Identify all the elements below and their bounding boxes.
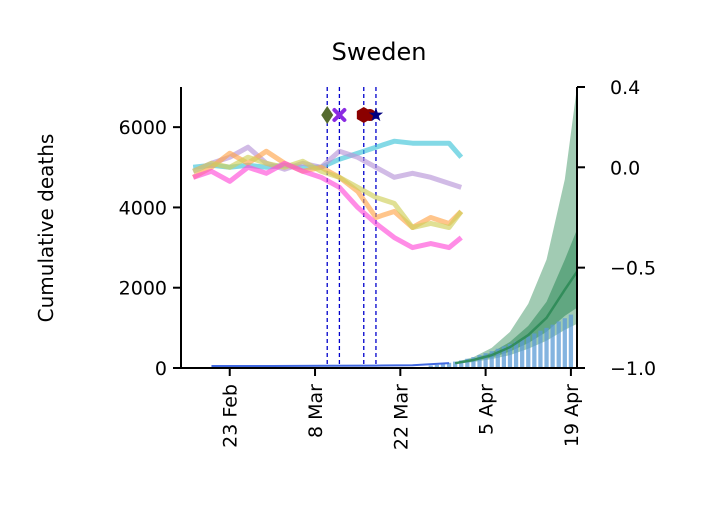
observed-deaths-bars bbox=[428, 314, 574, 368]
intervention-marker-cross bbox=[332, 108, 347, 122]
mobility-line bbox=[192, 144, 463, 190]
observed-death-bar bbox=[428, 365, 433, 368]
observed-death-bar bbox=[544, 327, 549, 368]
y-tick-label: 4000 bbox=[119, 197, 167, 219]
observed-death-bar bbox=[538, 330, 543, 368]
x-tick-label: 5 Apr bbox=[476, 384, 498, 435]
intervention-marker-star bbox=[368, 107, 384, 122]
observed-death-bar bbox=[446, 362, 452, 368]
observed-death-bar bbox=[513, 341, 519, 368]
axes: 0 2000 4000 6000 0.4 0.0 −0.5 −1.0 23 Feb 8 Mar 22… bbox=[119, 77, 657, 450]
observed-death-bar bbox=[453, 361, 458, 368]
observed-death-bar bbox=[526, 336, 531, 368]
intervention-lines bbox=[326, 87, 377, 368]
observed-death-bar bbox=[477, 355, 482, 368]
observed-death-bar bbox=[459, 360, 464, 368]
x-tick-label: 23 Feb bbox=[220, 384, 242, 448]
y-tick-label: 6000 bbox=[119, 117, 167, 139]
mobility-line bbox=[192, 154, 464, 230]
observed-death-bar bbox=[568, 314, 574, 368]
observed-death-bar bbox=[495, 348, 500, 368]
y2-tick-label: −1.0 bbox=[610, 358, 656, 380]
y2-tick-label: −0.5 bbox=[610, 258, 656, 280]
mobility-line bbox=[192, 138, 464, 170]
model_fit-line bbox=[211, 362, 450, 367]
cross-stroke bbox=[332, 108, 347, 122]
mobility-line bbox=[192, 160, 463, 251]
forecast-line bbox=[454, 270, 579, 365]
y-tick-label: 0 bbox=[155, 358, 167, 380]
observed-death-bar bbox=[489, 351, 494, 368]
series-lines bbox=[191, 138, 579, 367]
x-tick-label: 8 Mar bbox=[305, 384, 327, 438]
y-axis-label: Cumulative deaths bbox=[34, 134, 58, 323]
x-tick-label: 22 Mar bbox=[390, 384, 412, 450]
observed-death-bar bbox=[520, 339, 525, 368]
observed-death-bar bbox=[483, 353, 488, 368]
y2-tick-label: 0.4 bbox=[610, 77, 640, 99]
observed-death-bar bbox=[507, 343, 513, 368]
intervention-marker-diamond bbox=[321, 106, 334, 124]
y2-tick-label: 0.0 bbox=[610, 157, 640, 179]
y-tick-label: 2000 bbox=[119, 278, 167, 300]
chart-title: Sweden bbox=[332, 38, 427, 66]
observed-death-bar bbox=[465, 358, 470, 368]
observed-death-bar bbox=[550, 324, 555, 368]
observed-death-bar bbox=[556, 321, 561, 368]
observed-death-bar bbox=[562, 318, 567, 368]
intervention-markers bbox=[321, 106, 384, 124]
forecast-band-outer bbox=[455, 87, 577, 364]
observed-death-bar bbox=[434, 364, 440, 368]
x-tick-label: 19 Apr bbox=[561, 384, 583, 447]
observed-death-bar bbox=[440, 363, 446, 368]
observed-death-bar bbox=[501, 346, 507, 368]
observed-death-bar bbox=[471, 357, 476, 368]
observed-death-bar bbox=[532, 333, 537, 368]
